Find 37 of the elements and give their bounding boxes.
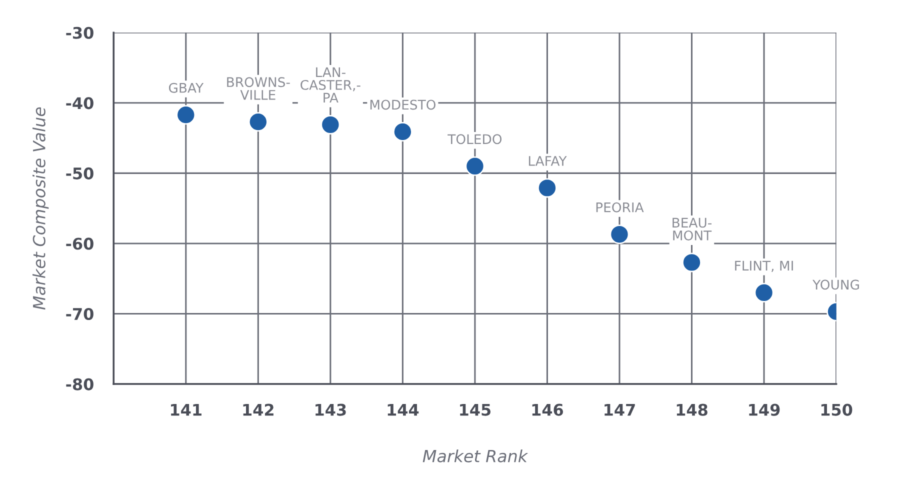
x-tick-label: 141 — [171, 404, 202, 416]
y-tick-label: -30 — [66, 26, 94, 39]
x-axis-title: Market Rank — [422, 449, 528, 462]
y-tick-label: -80 — [66, 378, 94, 390]
x-tick-label: 145 — [460, 404, 491, 416]
y-tick-label: -70 — [66, 308, 94, 320]
point — [754, 282, 774, 302]
annotation: LAN- CASTER,- PA — [300, 67, 360, 103]
point — [537, 178, 557, 198]
point — [465, 156, 485, 176]
annotation: LAFAY — [528, 156, 567, 166]
point — [248, 112, 268, 132]
x-tick-label: 142 — [243, 404, 274, 416]
y-tick-label: -50 — [66, 167, 94, 180]
point — [392, 122, 412, 142]
x-tick-label: 146 — [532, 404, 564, 416]
point — [320, 114, 340, 134]
y-axis-title: Market Composite Value — [32, 107, 49, 310]
y-tick-label: -60 — [66, 238, 94, 250]
x-tick-label: 147 — [604, 404, 635, 416]
annotation: YOUNG — [812, 280, 859, 290]
point — [176, 105, 196, 125]
x-tick-label: 150 — [821, 404, 852, 416]
x-tick-label: 149 — [749, 404, 780, 416]
annotation: BEAU- MONT — [672, 218, 712, 240]
point — [682, 252, 702, 272]
x-tick-label: 148 — [676, 404, 708, 416]
annotation: FLINT, MI — [735, 260, 793, 272]
annotation: TOLEDO — [448, 134, 502, 144]
y-tick-label: -40 — [66, 97, 94, 110]
annotation: MODESTO — [370, 100, 436, 110]
annotation: PEORIA — [596, 202, 644, 212]
annotation: BROWNS- VILLE — [227, 77, 290, 100]
annotation: GBAY — [168, 82, 204, 93]
x-tick-label: 144 — [388, 404, 419, 416]
point — [610, 224, 630, 244]
x-tick-label: 143 — [316, 404, 346, 416]
